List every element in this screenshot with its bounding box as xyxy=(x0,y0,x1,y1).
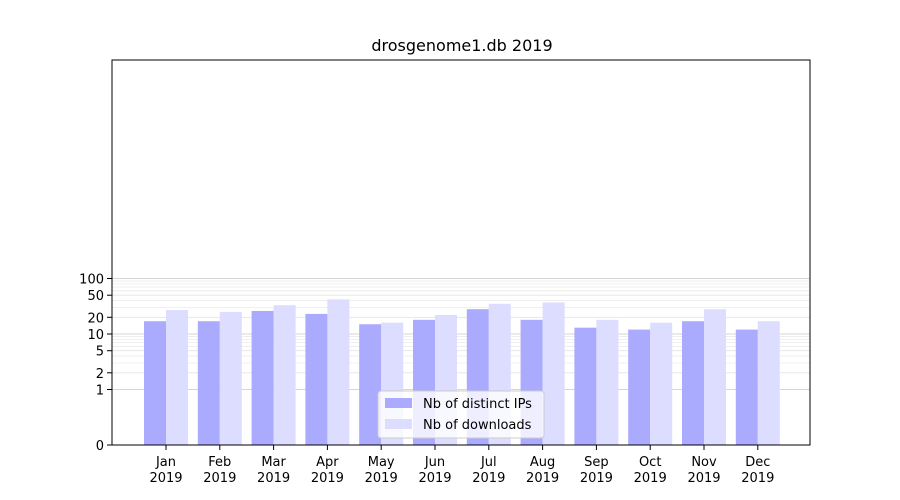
x-tick-label: Nov xyxy=(691,455,717,470)
legend-label: Nb of downloads xyxy=(423,418,532,433)
y-tick-label: 2 xyxy=(96,367,104,382)
bar-distinct-ips xyxy=(305,313,328,445)
x-tick-label: 2019 xyxy=(741,471,774,486)
legend-swatch xyxy=(385,419,412,429)
bar-downloads xyxy=(650,322,673,445)
x-tick-label: 2019 xyxy=(472,471,505,486)
x-tick-label: 2019 xyxy=(418,471,451,486)
legend-label: Nb of distinct IPs xyxy=(423,397,532,412)
bar-distinct-ips xyxy=(359,324,382,445)
x-tick-label: Feb xyxy=(208,455,231,470)
bar-downloads xyxy=(757,321,780,445)
x-tick-label: Sep xyxy=(584,455,609,470)
y-tick-label: 10 xyxy=(87,328,104,343)
bar-distinct-ips xyxy=(682,321,704,445)
chart-title: drosgenome1.db 2019 xyxy=(371,36,552,55)
x-axis: Jan2019Feb2019Mar2019Apr2019May2019Jun20… xyxy=(149,445,774,486)
x-tick-label: Aug xyxy=(530,455,555,470)
x-tick-label: 2019 xyxy=(149,471,182,486)
y-tick-label: 50 xyxy=(87,289,104,304)
y-tick-label: 100 xyxy=(79,273,104,288)
x-tick-label: Jan xyxy=(155,455,176,470)
bar-distinct-ips xyxy=(144,321,166,445)
bar-downloads xyxy=(273,305,296,445)
legend-swatch xyxy=(385,398,412,408)
x-tick-label: Mar xyxy=(261,455,286,470)
bar-downloads xyxy=(166,310,188,445)
bar-downloads xyxy=(219,311,242,445)
bar-downloads xyxy=(596,319,619,445)
x-tick-label: Jul xyxy=(480,455,497,470)
bar-distinct-ips xyxy=(735,329,758,445)
bars xyxy=(144,299,780,445)
x-tick-label: 2019 xyxy=(634,471,667,486)
bar-distinct-ips xyxy=(628,329,651,445)
x-tick-label: Dec xyxy=(745,455,770,470)
bar-distinct-ips xyxy=(251,310,274,445)
y-tick-label: 0 xyxy=(96,439,104,454)
x-tick-label: 2019 xyxy=(311,471,344,486)
x-tick-label: 2019 xyxy=(203,471,236,486)
legend-box xyxy=(377,390,545,439)
y-tick-label: 5 xyxy=(96,345,104,360)
x-tick-label: Oct xyxy=(639,455,661,470)
bar-distinct-ips xyxy=(574,327,597,445)
y-tick-label: 20 xyxy=(87,311,104,326)
x-tick-label: 2019 xyxy=(526,471,559,486)
bar-downloads xyxy=(327,299,350,445)
y-tick-label: 1 xyxy=(96,384,104,399)
x-tick-label: Apr xyxy=(316,455,339,470)
bar-downloads xyxy=(704,309,726,445)
x-tick-label: 2019 xyxy=(257,471,290,486)
x-tick-label: Jun xyxy=(424,455,445,470)
plot-frame xyxy=(111,59,811,446)
legend: Nb of distinct IPs Nb of downloads xyxy=(377,390,545,439)
bar-distinct-ips xyxy=(197,321,220,445)
x-tick-label: May xyxy=(368,455,395,470)
x-tick-label: 2019 xyxy=(365,471,398,486)
x-tick-label: 2019 xyxy=(580,471,613,486)
bar-downloads xyxy=(542,302,565,445)
x-tick-label: 2019 xyxy=(687,471,720,486)
